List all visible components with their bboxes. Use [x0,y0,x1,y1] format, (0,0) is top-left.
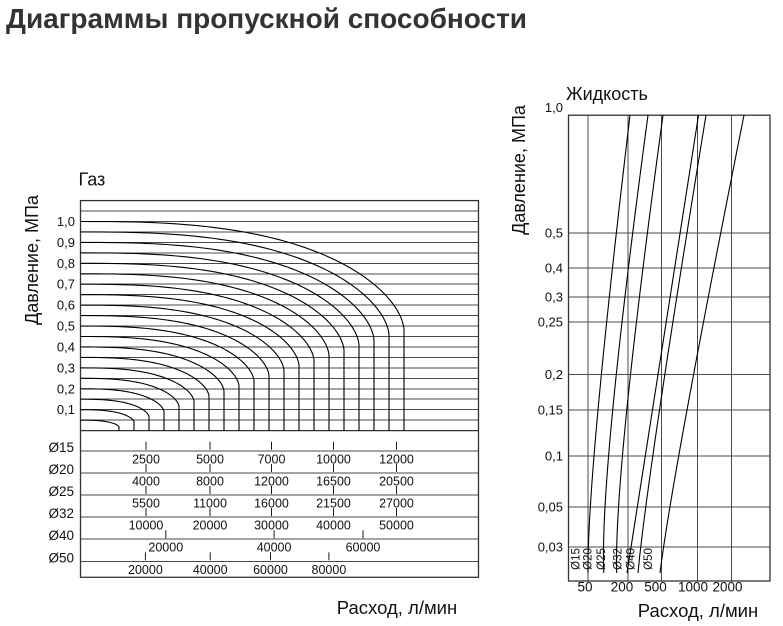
svg-text:60000: 60000 [346,541,381,555]
svg-text:Давление, МПа: Давление, МПа [22,194,42,325]
svg-text:20000: 20000 [128,563,163,577]
svg-text:200: 200 [611,580,634,595]
svg-text:Жидкость: Жидкость [566,84,648,104]
svg-text:10000: 10000 [316,452,351,466]
svg-text:Расход, л/мин: Расход, л/мин [337,597,457,618]
svg-text:0,8: 0,8 [57,256,75,271]
svg-text:11000: 11000 [193,497,227,511]
svg-text:Ø15: Ø15 [571,548,583,570]
svg-text:Ø20: Ø20 [583,548,595,570]
svg-text:2000: 2000 [712,580,742,595]
svg-text:20000: 20000 [193,519,228,533]
svg-text:40000: 40000 [257,541,292,555]
svg-text:Ø15: Ø15 [48,440,74,455]
svg-text:Ø40: Ø40 [48,528,74,543]
svg-text:Ø20: Ø20 [48,462,74,477]
svg-text:50: 50 [577,580,592,595]
svg-text:0,3: 0,3 [57,360,75,375]
svg-text:2500: 2500 [132,452,160,466]
svg-text:Ø32: Ø32 [613,548,625,570]
svg-text:0,03: 0,03 [538,540,563,555]
svg-text:0,05: 0,05 [538,500,563,515]
svg-text:Ø32: Ø32 [48,506,74,521]
svg-text:1000: 1000 [678,580,708,595]
svg-text:50000: 50000 [379,519,414,533]
svg-text:Газ: Газ [79,169,106,189]
svg-text:0,5: 0,5 [57,319,75,334]
svg-text:0,1: 0,1 [545,449,563,464]
svg-text:1,0: 1,0 [57,214,75,229]
svg-text:0,15: 0,15 [538,403,563,418]
svg-text:16000: 16000 [254,497,289,511]
svg-text:21500: 21500 [316,497,351,511]
svg-text:0,2: 0,2 [545,367,563,382]
svg-text:Ø50: Ø50 [643,548,655,570]
svg-text:5000: 5000 [196,452,224,466]
svg-text:0,5: 0,5 [545,226,563,241]
svg-text:7000: 7000 [258,452,286,466]
svg-text:27000: 27000 [379,497,414,511]
svg-text:0,25: 0,25 [538,315,563,330]
svg-text:0,4: 0,4 [545,261,563,276]
svg-text:30000: 30000 [254,519,289,533]
svg-text:16500: 16500 [316,474,351,488]
svg-text:Ø25: Ø25 [48,484,74,499]
svg-text:60000: 60000 [253,563,288,577]
svg-text:Ø40: Ø40 [625,548,637,570]
svg-text:0,9: 0,9 [57,235,75,250]
svg-text:0,2: 0,2 [57,381,75,396]
svg-text:40000: 40000 [316,519,351,533]
svg-text:0,3: 0,3 [545,290,563,305]
svg-text:12000: 12000 [379,452,414,466]
svg-text:80000: 80000 [312,563,347,577]
svg-text:10000: 10000 [129,519,164,533]
svg-text:20500: 20500 [379,474,414,488]
svg-text:1,0: 1,0 [545,100,563,115]
svg-text:0,6: 0,6 [57,298,75,313]
svg-text:Ø50: Ø50 [48,550,74,565]
svg-text:40000: 40000 [193,563,228,577]
svg-text:Ø25: Ø25 [596,548,608,570]
svg-text:0,1: 0,1 [57,402,75,417]
svg-text:4000: 4000 [132,474,160,488]
svg-text:20000: 20000 [148,541,183,555]
svg-text:5500: 5500 [132,497,160,511]
svg-text:0,4: 0,4 [57,340,75,355]
svg-text:Расход, л/мин: Расход, л/мин [638,600,758,621]
svg-text:Давление, МПа: Давление, МПа [509,104,529,235]
svg-text:8000: 8000 [196,474,224,488]
svg-text:500: 500 [644,580,667,595]
svg-text:12000: 12000 [254,474,289,488]
svg-text:0,7: 0,7 [57,277,75,292]
